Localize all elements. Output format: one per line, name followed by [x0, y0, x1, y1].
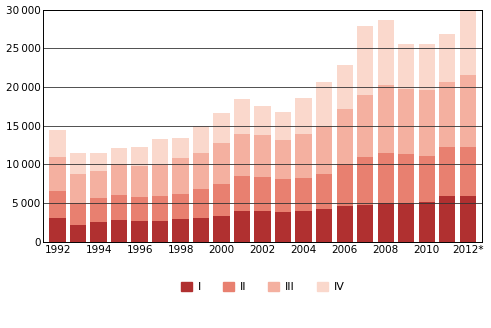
Bar — [214, 143, 230, 184]
Bar — [50, 157, 66, 191]
Bar — [357, 95, 374, 157]
Bar — [316, 209, 332, 242]
Bar — [70, 153, 86, 174]
Bar — [275, 179, 291, 212]
Bar — [296, 98, 312, 134]
Bar — [378, 20, 394, 85]
Bar — [152, 221, 168, 242]
Bar — [214, 184, 230, 216]
Bar — [254, 135, 271, 177]
Bar — [357, 157, 374, 205]
Bar — [234, 211, 250, 242]
Bar — [439, 33, 456, 82]
Bar — [90, 222, 107, 242]
Bar — [172, 194, 189, 219]
Bar — [275, 112, 291, 140]
Bar — [296, 177, 312, 211]
Bar — [234, 176, 250, 211]
Bar — [50, 130, 66, 157]
Bar — [316, 174, 332, 209]
Legend: I, II, III, IV: I, II, III, IV — [176, 277, 349, 297]
Bar — [460, 75, 476, 147]
Bar — [378, 153, 394, 203]
Bar — [214, 113, 230, 143]
Bar — [316, 82, 332, 126]
Bar — [296, 134, 312, 177]
Bar — [336, 65, 353, 110]
Bar — [460, 147, 476, 196]
Bar — [90, 153, 107, 171]
Bar — [398, 89, 414, 154]
Bar — [439, 147, 456, 196]
Bar — [132, 147, 148, 166]
Bar — [336, 206, 353, 242]
Bar — [70, 174, 86, 203]
Bar — [418, 156, 435, 202]
Bar — [172, 158, 189, 194]
Bar — [254, 106, 271, 135]
Bar — [132, 197, 148, 221]
Bar — [336, 164, 353, 206]
Bar — [418, 44, 435, 90]
Bar — [132, 221, 148, 242]
Bar — [70, 203, 86, 225]
Bar — [254, 211, 271, 242]
Bar — [214, 216, 230, 242]
Bar — [418, 90, 435, 156]
Bar — [111, 195, 127, 220]
Bar — [70, 225, 86, 242]
Bar — [336, 110, 353, 164]
Bar — [357, 205, 374, 242]
Bar — [275, 140, 291, 179]
Bar — [234, 134, 250, 176]
Bar — [90, 198, 107, 222]
Bar — [378, 85, 394, 153]
Bar — [254, 177, 271, 211]
Bar — [398, 154, 414, 203]
Bar — [378, 203, 394, 242]
Bar — [152, 196, 168, 221]
Bar — [439, 196, 456, 242]
Bar — [193, 218, 209, 242]
Bar — [172, 138, 189, 158]
Bar — [439, 82, 456, 147]
Bar — [152, 139, 168, 165]
Bar — [90, 171, 107, 198]
Bar — [418, 202, 435, 242]
Bar — [193, 189, 209, 218]
Bar — [193, 126, 209, 153]
Bar — [111, 220, 127, 242]
Bar — [275, 212, 291, 242]
Bar — [357, 26, 374, 95]
Bar — [398, 44, 414, 89]
Bar — [111, 148, 127, 164]
Bar — [152, 165, 168, 196]
Bar — [111, 164, 127, 195]
Bar — [193, 153, 209, 189]
Bar — [460, 9, 476, 75]
Bar — [398, 203, 414, 242]
Bar — [296, 211, 312, 242]
Bar — [460, 196, 476, 242]
Bar — [50, 191, 66, 218]
Bar — [50, 218, 66, 242]
Bar — [172, 219, 189, 242]
Bar — [234, 99, 250, 134]
Bar — [316, 126, 332, 174]
Bar — [132, 166, 148, 197]
